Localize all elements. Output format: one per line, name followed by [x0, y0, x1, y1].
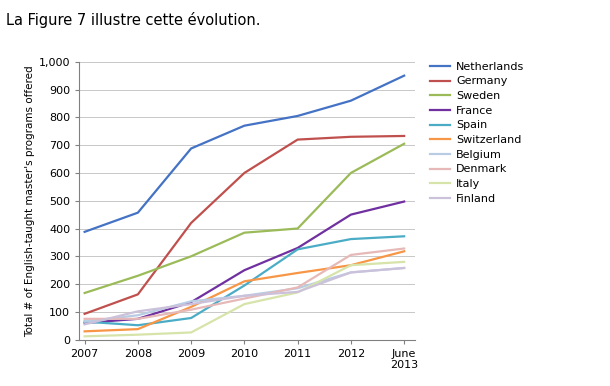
Sweden	[241, 230, 248, 235]
Line: Belgium: Belgium	[85, 268, 404, 322]
Spain	[347, 237, 354, 241]
Line: Denmark: Denmark	[85, 249, 404, 319]
Switzerland	[347, 263, 354, 267]
Spain	[241, 283, 248, 288]
France	[347, 212, 354, 217]
Belgium	[401, 266, 408, 270]
Sweden	[187, 254, 195, 259]
Denmark	[294, 285, 301, 290]
France	[81, 321, 88, 325]
Netherlands	[187, 146, 195, 151]
Finland	[134, 309, 142, 314]
Germany	[81, 312, 88, 316]
Italy	[294, 290, 301, 295]
Line: Italy: Italy	[85, 262, 404, 336]
Finland	[187, 302, 195, 306]
Belgium	[241, 293, 248, 298]
Sweden	[347, 171, 354, 175]
France	[241, 268, 248, 273]
Finland	[81, 322, 88, 327]
Belgium	[347, 270, 354, 275]
Line: Finland: Finland	[85, 268, 404, 324]
France	[401, 199, 408, 204]
Germany	[294, 137, 301, 142]
Italy	[134, 332, 142, 337]
Italy	[347, 263, 354, 267]
Legend: Netherlands, Germany, Sweden, France, Spain, Switzerland, Belgium, Denmark, Ital: Netherlands, Germany, Sweden, France, Sp…	[431, 62, 524, 204]
Belgium	[81, 319, 88, 324]
Switzerland	[134, 327, 142, 332]
Italy	[401, 259, 408, 264]
Switzerland	[294, 271, 301, 275]
Denmark	[134, 317, 142, 321]
Netherlands	[401, 73, 408, 78]
Line: Spain: Spain	[85, 236, 404, 325]
France	[134, 317, 142, 321]
Sweden	[294, 226, 301, 231]
Y-axis label: Total # of English-taught master's programs offered: Total # of English-taught master's progr…	[24, 65, 35, 337]
Netherlands	[134, 210, 142, 215]
Belgium	[187, 299, 195, 304]
France	[294, 245, 301, 250]
Spain	[294, 247, 301, 252]
Germany	[401, 134, 408, 138]
Netherlands	[347, 98, 354, 103]
Line: Switzerland: Switzerland	[85, 251, 404, 331]
France	[187, 300, 195, 305]
Sweden	[81, 291, 88, 295]
Sweden	[401, 141, 408, 146]
Denmark	[401, 246, 408, 251]
Spain	[401, 234, 408, 239]
Finland	[294, 290, 301, 294]
Italy	[81, 334, 88, 339]
Denmark	[241, 296, 248, 301]
Denmark	[187, 307, 195, 312]
Germany	[347, 134, 354, 139]
Denmark	[81, 317, 88, 321]
Belgium	[294, 286, 301, 291]
Italy	[241, 302, 248, 306]
Switzerland	[241, 279, 248, 284]
Spain	[187, 316, 195, 320]
Denmark	[347, 252, 354, 257]
Netherlands	[241, 124, 248, 128]
Line: France: France	[85, 201, 404, 323]
Line: Germany: Germany	[85, 136, 404, 314]
Belgium	[134, 313, 142, 318]
Germany	[134, 292, 142, 297]
Germany	[187, 221, 195, 225]
Germany	[241, 171, 248, 175]
Switzerland	[187, 305, 195, 309]
Spain	[134, 323, 142, 328]
Text: La Figure 7 illustre cette évolution.: La Figure 7 illustre cette évolution.	[6, 12, 260, 27]
Finland	[401, 266, 408, 270]
Sweden	[134, 273, 142, 278]
Netherlands	[294, 113, 301, 118]
Finland	[241, 293, 248, 298]
Switzerland	[81, 329, 88, 334]
Netherlands	[81, 230, 88, 234]
Switzerland	[401, 249, 408, 254]
Italy	[187, 330, 195, 335]
Line: Sweden: Sweden	[85, 144, 404, 293]
Finland	[347, 270, 354, 275]
Line: Netherlands: Netherlands	[85, 76, 404, 232]
Spain	[81, 319, 88, 324]
